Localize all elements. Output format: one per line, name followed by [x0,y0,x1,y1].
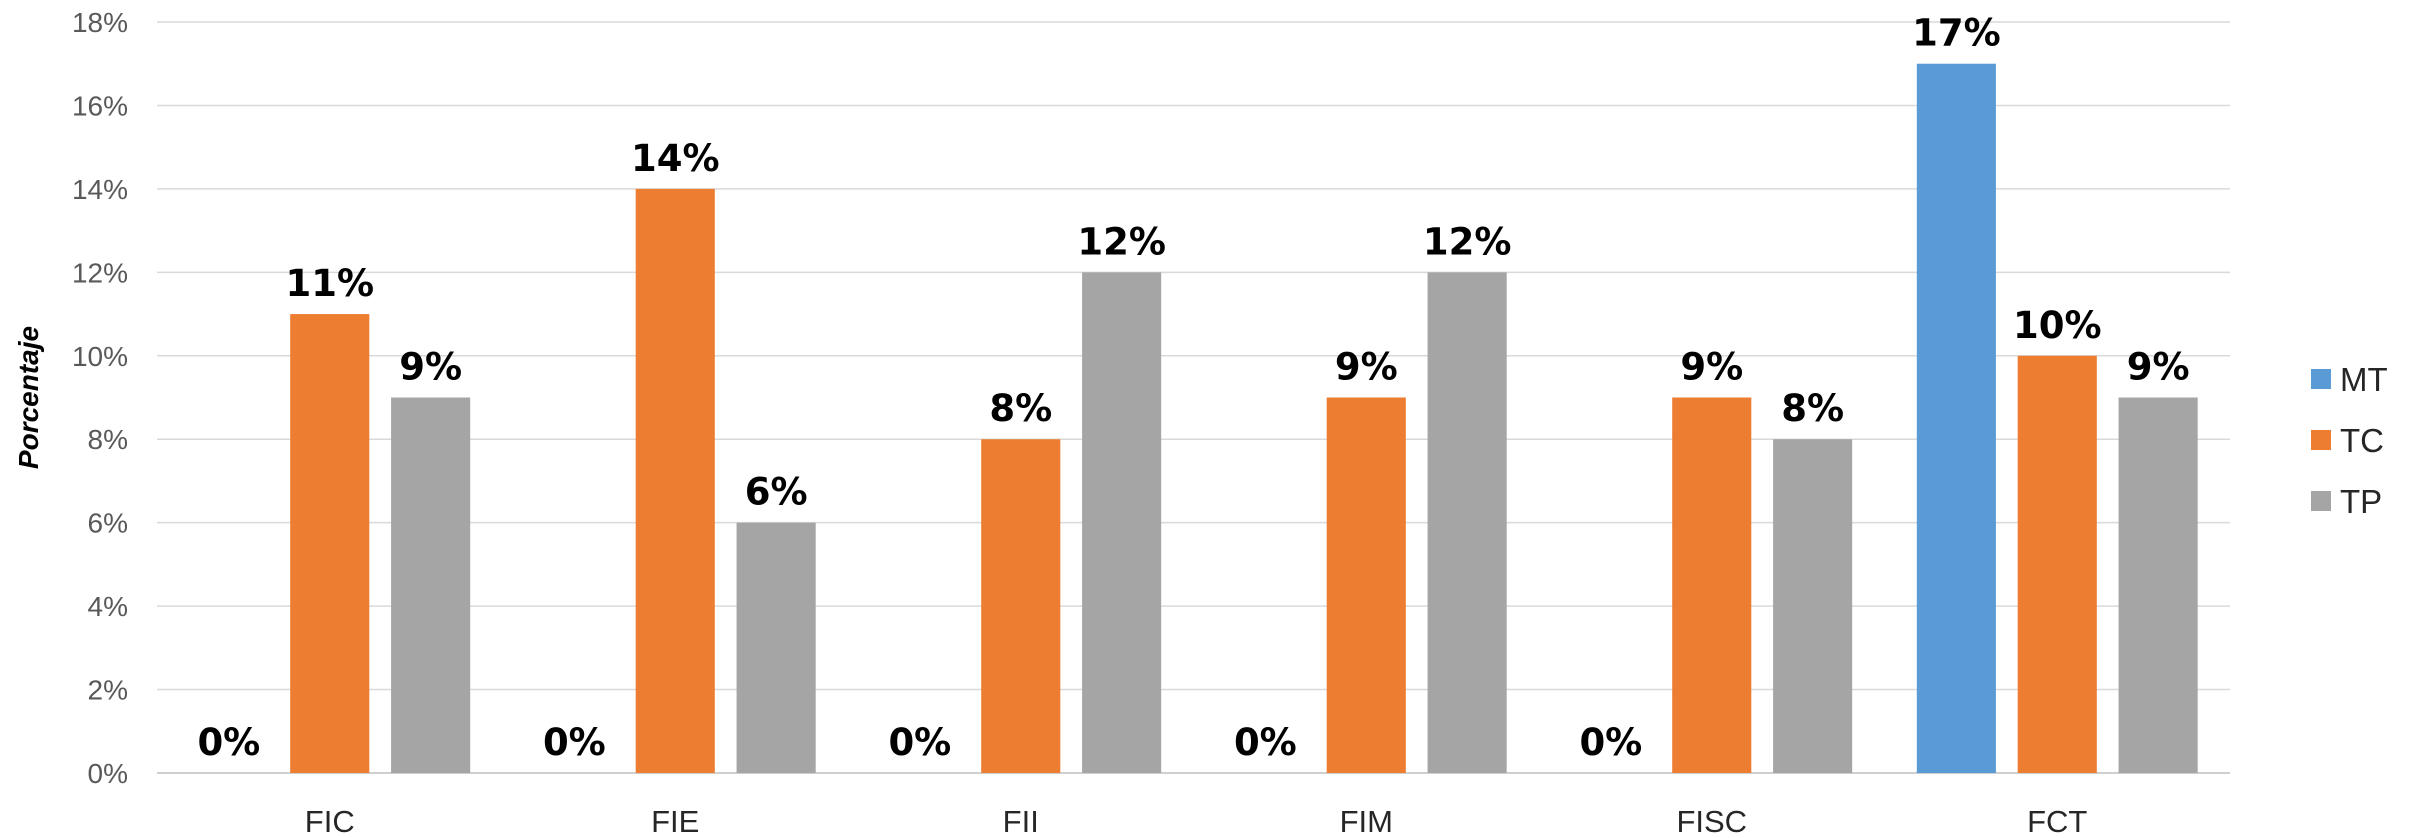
data-label: 0% [543,721,606,764]
data-label: 9% [1680,346,1743,389]
bar-tc-fisc [1672,397,1752,773]
bar-tp-fim [1427,272,1507,773]
x-category-label: FISC [1676,804,1747,838]
data-label: 17% [1912,12,2001,55]
data-label: 6% [745,471,808,514]
data-label: 0% [1579,721,1642,764]
x-category-label: FIC [305,804,355,838]
y-axis-ticks: 0% 2% 4% 6% 8% 10% 12% 14% 16% 18% [72,7,128,789]
data-label: 9% [2127,346,2190,389]
bar-tp-fie [736,522,816,773]
legend-swatch-mt [2311,369,2331,389]
legend-swatch-tc [2311,430,2331,450]
y-tick-label: 2% [88,675,128,706]
data-label: 11% [285,262,374,305]
y-axis-title: Porcentaje [13,326,44,469]
bar-mt-fct [1916,63,1996,773]
data-labels: 0% 11% 9% 0% 14% 6% 0% 8% 12% 0% 9% 12% 0% 9% 8% 17% 10%… [197,12,2189,764]
bar-tp-fct [2118,397,2198,773]
data-label: 14% [631,137,720,180]
x-category-label: FIM [1340,804,1393,838]
data-label: 0% [888,721,951,764]
legend: MT TC TP [2311,361,2388,520]
legend-swatch-tp [2311,491,2331,511]
y-tick-label: 18% [72,7,128,38]
bar-tc-fim [1326,397,1406,773]
bar-tp-fii [1082,272,1162,773]
bar-tc-fic [290,314,370,773]
y-tick-label: 8% [88,424,128,455]
data-label: 12% [1077,220,1166,263]
data-label: 10% [2013,304,2102,347]
x-category-label: FII [1003,804,1039,838]
y-tick-label: 12% [72,257,128,288]
y-tick-label: 4% [88,591,128,622]
data-label: 12% [1423,220,1512,263]
bars [290,63,2198,773]
x-category-label: FIE [651,804,699,838]
y-tick-label: 16% [72,90,128,121]
data-label: 8% [989,387,1052,430]
y-tick-label: 10% [72,341,128,372]
legend-label-tc: TC [2340,422,2384,459]
bar-tc-fie [635,188,715,773]
y-tick-label: 0% [88,758,128,789]
x-axis-categories: FIC FIE FII FIM FISC FCT [305,804,2088,838]
data-label: 0% [197,721,260,764]
gridlines [157,21,2230,774]
x-category-label: FCT [2027,804,2087,838]
y-tick-label: 14% [72,174,128,205]
bar-tp-fic [391,397,471,773]
bar-tc-fii [981,439,1061,773]
legend-label-mt: MT [2340,361,2388,398]
data-label: 0% [1234,721,1297,764]
bar-tp-fisc [1773,439,1853,773]
y-tick-label: 6% [88,508,128,539]
data-label: 8% [1781,387,1844,430]
legend-label-tp: TP [2340,483,2382,520]
bar-tc-fct [2017,355,2097,773]
data-label: 9% [399,346,462,389]
data-label: 9% [1335,346,1398,389]
